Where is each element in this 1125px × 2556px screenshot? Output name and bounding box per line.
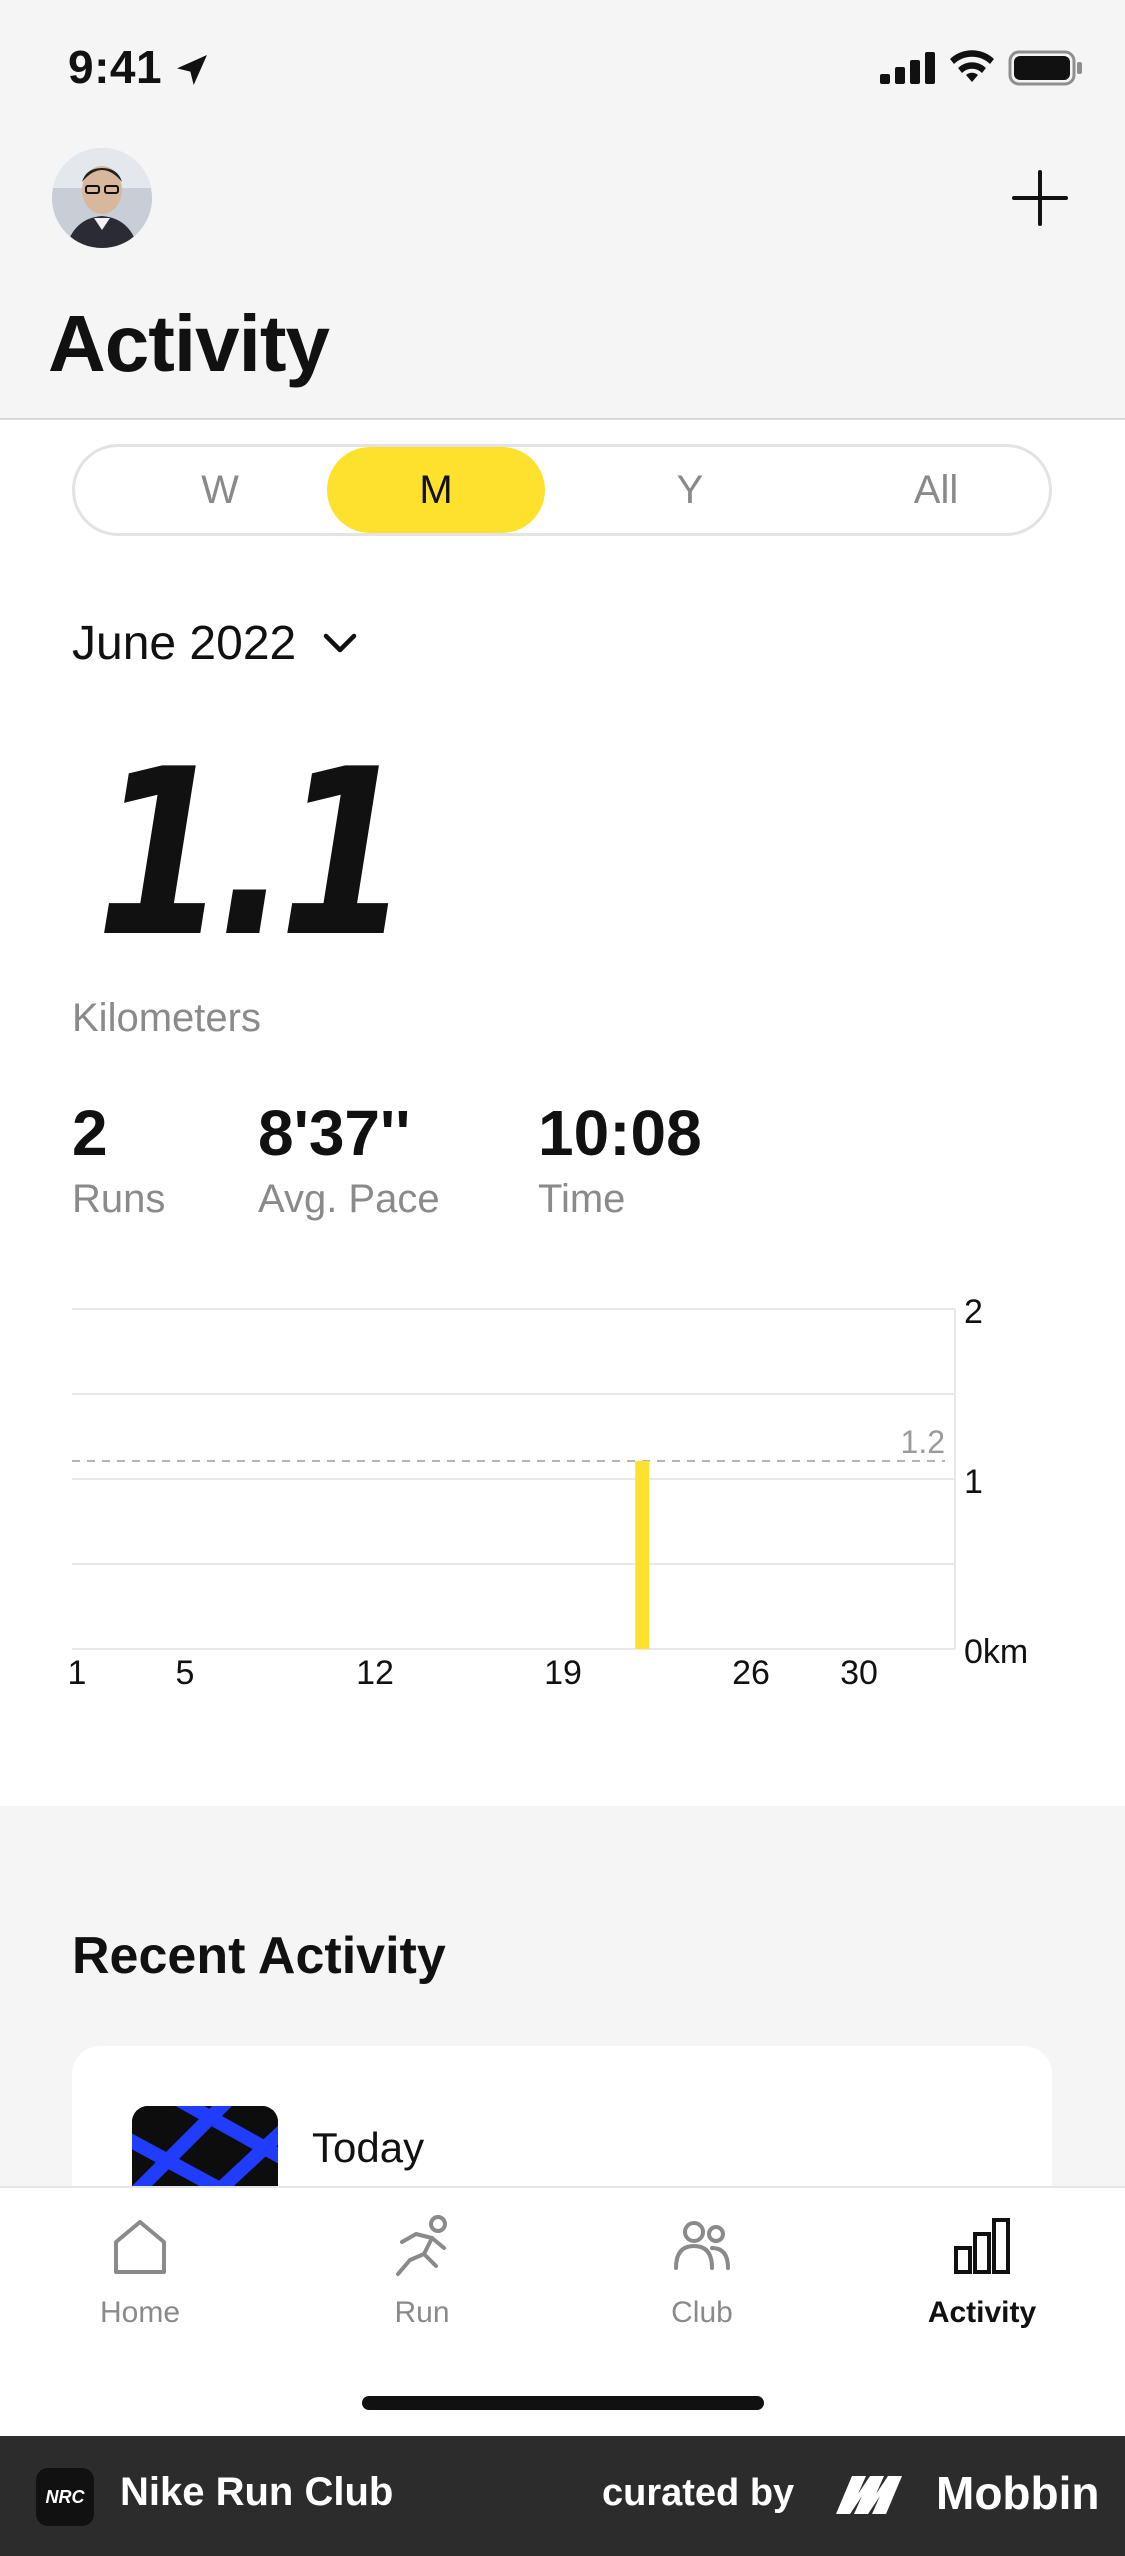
stat-runs: 2 Runs bbox=[72, 1097, 166, 1222]
header-divider bbox=[0, 418, 1125, 420]
chart-x-tick-label: 26 bbox=[732, 1654, 770, 1692]
stat-avg-pace-value: 8'37'' bbox=[258, 1097, 411, 1169]
stat-runs-value: 2 bbox=[72, 1097, 108, 1169]
segment-month[interactable]: M bbox=[327, 447, 545, 533]
chart-x-tick-label: 19 bbox=[544, 1654, 582, 1692]
tab-bar: Home Run Club Activity bbox=[0, 2186, 1125, 2436]
activity-icon bbox=[954, 2218, 1010, 2274]
tab-club-label: Club bbox=[671, 2296, 733, 2329]
status-time: 9:41 bbox=[68, 41, 163, 93]
mobbin-brand: Mobbin bbox=[936, 2467, 1100, 2519]
chart-average-label: 1.2 bbox=[901, 1424, 945, 1460]
stat-time-label: Time bbox=[538, 1177, 626, 1222]
stat-time-value: 10:08 bbox=[538, 1097, 702, 1169]
location-arrow-icon bbox=[177, 55, 207, 85]
activity-date: Today bbox=[312, 2124, 425, 2171]
period-segmented-control: W M Y All bbox=[72, 444, 1052, 536]
monthly-distance-chart: 1.2 2 1 0km 1 5 12 19 26 30 bbox=[68, 1293, 1029, 1692]
chart-x-tick-label: 12 bbox=[356, 1654, 394, 1692]
page-title: Activity bbox=[48, 299, 330, 388]
chart-y-tick-label: 2 bbox=[964, 1293, 983, 1331]
avatar-image bbox=[52, 148, 152, 248]
battery-icon bbox=[1008, 50, 1082, 86]
segment-all[interactable]: All bbox=[913, 468, 959, 512]
stat-avg-pace-label: Avg. Pace bbox=[258, 1177, 440, 1222]
tab-club[interactable]: Club bbox=[602, 2212, 802, 2330]
total-distance: 1.1 bbox=[96, 721, 410, 988]
stat-avg-pace: 8'37'' Avg. Pace bbox=[258, 1097, 440, 1222]
tab-run-label: Run bbox=[394, 2296, 450, 2329]
add-activity-button[interactable] bbox=[1010, 168, 1070, 228]
tab-home-label: Home bbox=[99, 2296, 181, 2329]
header-area: 9:41 Activity bbox=[0, 0, 1125, 420]
chart-bar bbox=[635, 1461, 650, 1649]
footer-banner: NRC Nike Run Club curated by Mobbin bbox=[0, 2436, 1125, 2556]
recent-activity-title: Recent Activity bbox=[72, 1927, 446, 1985]
curated-by-label: curated by bbox=[602, 2472, 795, 2514]
app-name: Nike Run Club bbox=[120, 2470, 394, 2514]
tab-home[interactable]: Home bbox=[40, 2212, 240, 2330]
cellular-signal-icon bbox=[880, 52, 935, 84]
home-icon bbox=[114, 2220, 166, 2274]
chart-x-tick-label: 30 bbox=[840, 1654, 878, 1692]
chart-y-tick-label: 1 bbox=[964, 1463, 983, 1501]
nrc-app-logo: NRC bbox=[36, 2468, 94, 2526]
mobbin-logo-icon bbox=[836, 2476, 902, 2514]
month-selector[interactable]: June 2022 bbox=[72, 616, 362, 671]
distance-unit: Kilometers bbox=[72, 996, 261, 1040]
chevron-down-icon bbox=[323, 633, 357, 652]
avatar[interactable] bbox=[52, 148, 152, 248]
chart-x-tick-label: 1 bbox=[68, 1654, 87, 1692]
segment-year[interactable]: Y bbox=[676, 468, 704, 512]
club-icon bbox=[674, 2221, 730, 2270]
home-indicator bbox=[362, 2396, 764, 2410]
month-label: June 2022 bbox=[72, 617, 297, 670]
chart-y-tick-label: 0km bbox=[964, 1633, 1028, 1671]
stat-time: 10:08 Time bbox=[538, 1097, 702, 1222]
run-icon bbox=[396, 2215, 447, 2276]
tab-run[interactable]: Run bbox=[322, 2212, 522, 2330]
stat-runs-label: Runs bbox=[72, 1177, 166, 1222]
segment-week[interactable]: W bbox=[201, 468, 239, 512]
wifi-icon bbox=[950, 50, 994, 82]
tab-activity[interactable]: Activity bbox=[882, 2212, 1082, 2330]
chart-x-tick-label: 5 bbox=[176, 1654, 195, 1692]
tab-activity-label: Activity bbox=[927, 2296, 1037, 2329]
